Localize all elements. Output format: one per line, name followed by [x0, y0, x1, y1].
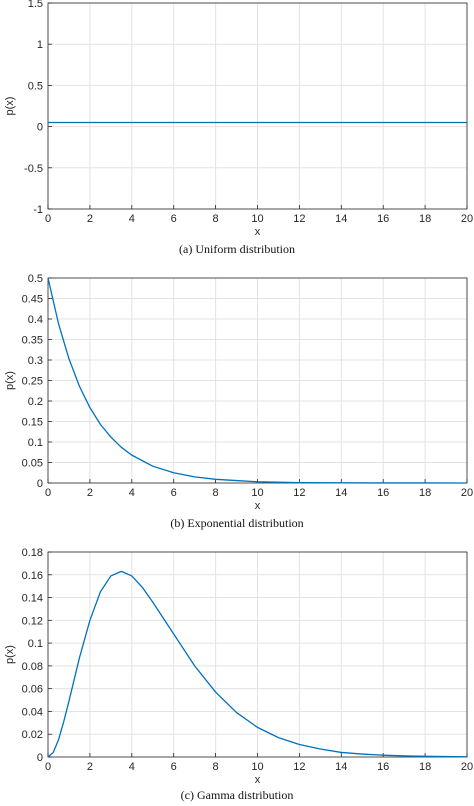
gamma-xtick-label: 16: [377, 761, 389, 773]
exponential-xtick-label: 6: [171, 487, 177, 499]
gamma-xtick-label: 14: [335, 761, 347, 773]
gamma-ytick-label: 0.08: [22, 661, 43, 673]
gamma-xtick-label: 6: [171, 761, 177, 773]
uniform-xtick-label: 2: [87, 213, 93, 225]
exponential-ytick-label: 0.15: [22, 417, 43, 429]
uniform-xtick-label: 12: [293, 213, 305, 225]
gamma-ytick-label: 0: [37, 752, 43, 764]
gamma-ytick-label: 0.14: [22, 593, 43, 605]
uniform-chart: 0 2 4 6 8 10 12 14 16 18 20 -1 -0.5 0 0.5 1 1.5 x p(x): [4, 0, 473, 238]
exponential-figure: 0 2 4 6 8 10 12 14 16 18 20 0 0.05 0.1 0.15 0.2 0.25 0.3 0…: [0, 268, 474, 536]
gamma-ytick-label: 0.06: [22, 684, 43, 696]
gamma-ytick-label: 0.16: [22, 570, 43, 582]
exponential-xtick-label: 20: [461, 487, 473, 499]
exponential-ylabel: p(x): [4, 371, 16, 390]
gamma-ytick-label: 0.02: [22, 729, 43, 741]
uniform-xtick-label: 8: [213, 213, 219, 225]
gamma-figure: 0 2 4 6 8 10 12 14 16 18 20 0 0.02 0.04 0.06 0.08 0.1 0.1…: [0, 542, 474, 806]
uniform-xlabel: x: [255, 226, 261, 238]
exponential-xtick-label: 4: [129, 487, 135, 499]
gamma-series-line: [47, 570, 468, 758]
exponential-xtick-label: 18: [419, 487, 431, 499]
exponential-xtick-label: 14: [335, 487, 347, 499]
gamma-xtick-label: 8: [213, 761, 219, 773]
uniform-caption: (a) Uniform distribution: [179, 242, 295, 256]
exponential-ytick-label: 0.45: [22, 294, 43, 306]
uniform-xtick-label: 20: [461, 213, 473, 225]
uniform-ytick-label: 1.5: [28, 0, 43, 10]
exponential-xtick-label: 10: [251, 487, 263, 499]
gamma-xtick-label: 4: [129, 761, 135, 773]
exponential-ytick-label: 0.25: [22, 376, 43, 388]
gamma-caption: (c) Gamma distribution: [180, 788, 294, 802]
gamma-ytick-label: 0.04: [22, 706, 43, 718]
gamma-ytick-label: 0.12: [22, 615, 43, 627]
uniform-xtick-label: 16: [377, 213, 389, 225]
exponential-ytick-label: 0.05: [22, 458, 43, 470]
exponential-xtick-label: 2: [87, 487, 93, 499]
exponential-ytick-label: 0: [37, 478, 43, 490]
gamma-ylabel: p(x): [4, 645, 16, 664]
exponential-ytick-label: 0.5: [28, 273, 43, 285]
exponential-ytick-label: 0.2: [28, 396, 43, 408]
exponential-xtick-label: 8: [213, 487, 219, 499]
uniform-xtick-label: 4: [129, 213, 135, 225]
gamma-chart: 0 2 4 6 8 10 12 14 16 18 20 0 0.02 0.04 0.06 0.08 0.1 0.1…: [4, 547, 473, 786]
gamma-xtick-label: 20: [461, 761, 473, 773]
uniform-xtick-label: 14: [335, 213, 347, 225]
uniform-ytick-label: 1: [37, 39, 43, 51]
gamma-xtick-label: 10: [251, 761, 263, 773]
uniform-figure: 0 2 4 6 8 10 12 14 16 18 20 -1 -0.5 0 0.5 1 1.5 x p(x) (a)…: [0, 0, 474, 262]
uniform-ytick-label: 0.5: [28, 80, 43, 92]
gamma-ytick-label: 0.18: [22, 547, 43, 559]
exponential-ytick-label: 0.35: [22, 335, 43, 347]
uniform-xtick-label: 10: [251, 213, 263, 225]
uniform-ytick-label: -0.5: [24, 163, 43, 175]
exponential-caption: (b) Exponential distribution: [170, 516, 304, 530]
gamma-xtick-label: 12: [293, 761, 305, 773]
uniform-ytick-label: -1: [33, 204, 43, 216]
exponential-xtick-label: 0: [45, 487, 51, 499]
gamma-xtick-label: 2: [87, 761, 93, 773]
uniform-xtick-label: 6: [171, 213, 177, 225]
exponential-ytick-label: 0.4: [28, 314, 43, 326]
exponential-xtick-label: 16: [377, 487, 389, 499]
gamma-xtick-label: 18: [419, 761, 431, 773]
uniform-xtick-label: 0: [45, 213, 51, 225]
uniform-ylabel: p(x): [4, 97, 16, 116]
exponential-series-line: [47, 277, 468, 484]
exponential-ytick-label: 0.1: [28, 437, 43, 449]
uniform-ytick-label: 0: [37, 122, 43, 134]
exponential-chart: 0 2 4 6 8 10 12 14 16 18 20 0 0.05 0.1 0.15 0.2 0.25 0.3 0…: [4, 273, 473, 512]
uniform-xtick-label: 18: [419, 213, 431, 225]
gamma-xlabel: x: [255, 774, 261, 786]
exponential-xlabel: x: [255, 500, 261, 512]
exponential-xtick-label: 12: [293, 487, 305, 499]
gamma-ytick-label: 0.1: [28, 638, 43, 650]
gamma-xtick-label: 0: [45, 761, 51, 773]
exponential-ytick-label: 0.3: [28, 355, 43, 367]
